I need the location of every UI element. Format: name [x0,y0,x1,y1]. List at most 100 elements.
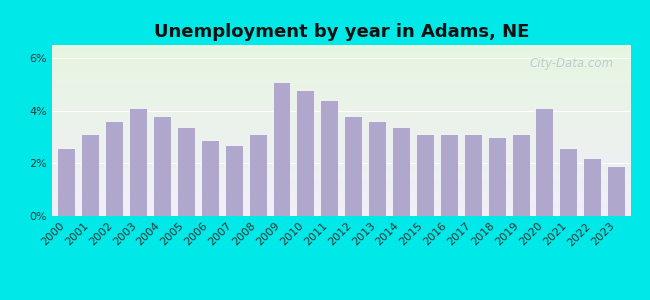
Bar [52,57,630,59]
Bar [392,127,410,216]
Bar [52,149,630,151]
Bar [52,84,630,86]
Bar [225,145,242,216]
Bar [52,187,630,189]
Bar [52,88,630,89]
Bar [52,108,630,110]
Bar [488,137,506,216]
Bar [52,70,630,72]
Bar [52,142,630,144]
Bar [52,69,630,70]
Bar [536,108,553,216]
Bar [52,122,630,124]
Bar [52,201,630,202]
Bar [52,118,630,120]
Bar [52,165,630,167]
Bar [52,86,630,88]
Bar [52,81,630,82]
Bar [52,98,630,100]
Bar [52,113,630,115]
Bar [52,93,630,94]
Bar [52,180,630,182]
Bar [52,89,630,91]
Bar [52,208,630,209]
Bar [52,170,630,172]
Bar [52,100,630,101]
Bar [52,209,630,211]
Bar [52,185,630,187]
Bar [248,134,266,216]
Bar [52,65,630,67]
Bar [52,146,630,148]
Bar [440,134,458,216]
Bar [52,189,630,190]
Bar [52,48,630,50]
Bar [52,45,630,47]
Bar [52,163,630,165]
Bar [52,144,630,146]
Bar [52,194,630,196]
Bar [81,134,99,216]
Bar [52,124,630,125]
Bar [52,77,630,79]
Bar [52,91,630,93]
Bar [52,129,630,130]
Bar [52,64,630,65]
Bar [52,148,630,149]
Bar [52,60,630,62]
Bar [52,59,630,60]
Bar [52,120,630,122]
Bar [296,90,315,216]
Bar [583,158,601,216]
Bar [52,158,630,160]
Bar [272,82,291,216]
Bar [52,132,630,134]
Bar [52,101,630,103]
Bar [560,148,577,216]
Bar [52,211,630,213]
Bar [177,127,195,216]
Bar [52,151,630,153]
Bar [368,121,386,216]
Bar [52,156,630,158]
Bar [52,173,630,175]
Bar [52,125,630,127]
Bar [52,196,630,197]
Bar [52,177,630,178]
Bar [52,96,630,98]
Bar [52,79,630,81]
Bar [52,67,630,69]
Bar [52,94,630,96]
Bar [52,154,630,156]
Bar [52,202,630,204]
Bar [52,106,630,108]
Bar [52,105,630,106]
Bar [52,182,630,184]
Text: City-Data.com: City-Data.com [529,57,613,70]
Bar [52,161,630,163]
Bar [52,192,630,194]
Bar [52,47,630,48]
Bar [344,116,362,216]
Bar [416,134,434,216]
Bar [607,166,625,216]
Bar [52,74,630,76]
Bar [52,184,630,185]
Bar [52,115,630,117]
Bar [57,148,75,216]
Bar [52,55,630,57]
Bar [52,110,630,112]
Bar [52,190,630,192]
Bar [52,167,630,168]
Bar [52,72,630,74]
Bar [52,82,630,84]
Bar [52,130,630,132]
Bar [52,214,630,216]
Bar [52,206,630,207]
Bar [52,204,630,206]
Bar [52,197,630,199]
Bar [52,178,630,180]
Bar [52,213,630,214]
Bar [52,50,630,52]
Bar [52,76,630,77]
